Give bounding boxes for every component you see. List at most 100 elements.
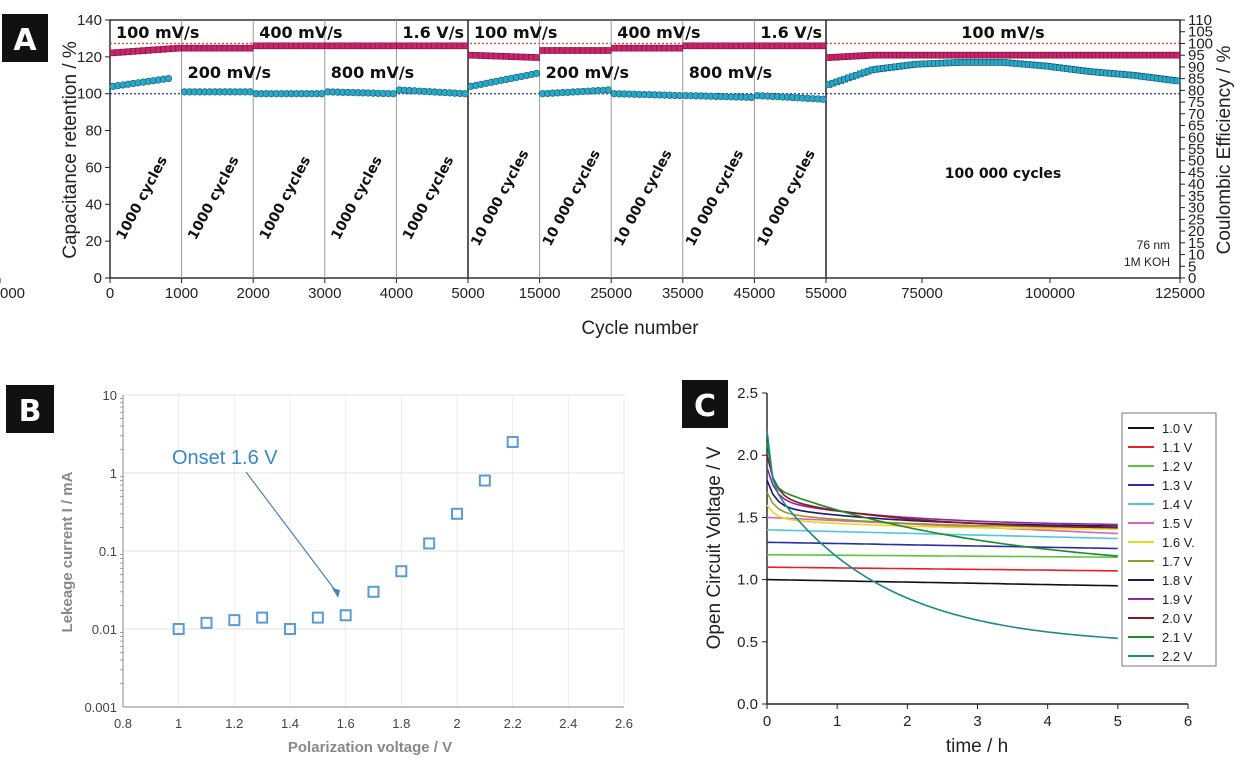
- panel-b-x-tick-label: 0.8: [114, 716, 132, 731]
- retention-point: [819, 95, 827, 103]
- panel-b-y-title: Lekeage current I / mA: [59, 471, 76, 632]
- panel-b-y-tick-label: 10: [103, 388, 117, 403]
- panel-b-chart: 0.001 0.01 0.1 1 10 0.8 1 1.2 1.4 1.6 1.8 2 2.2 2.4 2.…: [59, 388, 633, 756]
- segment-cycles-label: 1000 cycles: [114, 154, 171, 243]
- x-axis-tick-label: 2000: [237, 285, 270, 302]
- panel-c-letter: C: [694, 389, 716, 424]
- panel-b-x-tick-label: 2: [453, 716, 460, 731]
- panel-c-y-title: Open Circuit Voltage / V: [704, 446, 725, 649]
- right-axis-tick-label: 5: [1188, 258, 1196, 275]
- segment-rate-label: 200 mV/s: [546, 63, 629, 82]
- panel-b-y-tick-label: 0.01: [92, 622, 117, 637]
- right-axis-tick-label: 50: [1188, 153, 1205, 170]
- retention-point: [1173, 77, 1181, 85]
- x-axis-tick-label: 3000: [308, 285, 341, 302]
- ocv-series-line: [766, 442, 1118, 557]
- panel-c-y-tick-label: 0.5: [737, 634, 758, 651]
- leakage-point: [367, 585, 380, 598]
- segment-rate-label: 100 mV/s: [116, 23, 199, 42]
- efficiency-point: [748, 42, 755, 50]
- segment-cycles-label: 10 000 cycles: [468, 147, 532, 249]
- efficiency-point: [246, 44, 254, 52]
- segment-cycles-label: 1000 cycles: [185, 154, 242, 243]
- efficiency-point: [1173, 51, 1181, 59]
- legend-label: 2.1 V: [1162, 630, 1193, 645]
- segment-cycles-label: 10 000 cycles: [540, 147, 604, 249]
- right-axis-tick-label: 55: [1188, 141, 1205, 158]
- panel-b-y-tick-label: 1: [110, 466, 117, 481]
- legend-label: 1.5 V: [1162, 516, 1193, 531]
- panel-c-x-tick-label: 2: [903, 713, 911, 730]
- segment-cycles-label: 100 000 cycles: [945, 166, 1062, 182]
- panel-b-x-tick-label: 2.6: [615, 716, 633, 731]
- right-axis-tick-label: 105: [1188, 24, 1213, 41]
- right-axis-tick-label: 75: [1188, 94, 1205, 111]
- legend-label: 1.2 V: [1162, 459, 1193, 474]
- legend-label: 1.8 V: [1162, 573, 1193, 588]
- panel-b-x-tick-label: 1.4: [281, 716, 299, 731]
- sample-annotation-electrolyte: 1M KOH: [1124, 255, 1170, 269]
- segment-rate-label: 800 mV/s: [689, 63, 772, 82]
- ocv-series-line: [766, 516, 1118, 535]
- right-axis-tick-label: 60: [1188, 129, 1205, 146]
- segment-rate-label: 400 mV/s: [617, 23, 700, 42]
- panel-b-x-tick-label: 2.4: [559, 716, 577, 731]
- retention-point: [389, 90, 398, 98]
- legend-label: 1.1 V: [1162, 440, 1193, 455]
- right-axis-tick-label: 45: [1188, 164, 1205, 181]
- right-axis-tick-label: 65: [1188, 118, 1205, 135]
- x-axis-tick-label: 150000: [0, 285, 25, 302]
- segment-rate-label: 100 mV/s: [474, 23, 557, 42]
- right-axis-tick-label: 90: [1188, 59, 1205, 76]
- efficiency-point: [390, 42, 397, 50]
- left-axis-tick-label: 80: [85, 123, 102, 140]
- ocv-series-line: [766, 454, 1118, 529]
- leakage-point: [172, 623, 185, 635]
- ocv-series-line: [767, 566, 1118, 572]
- x-axis-tick-label: 25000: [590, 285, 632, 302]
- left-axis-tick-label: 120: [77, 49, 102, 66]
- retention-point: [164, 74, 173, 83]
- leakage-point: [423, 537, 436, 550]
- legend-label: 2.2 V: [1162, 649, 1193, 664]
- leakage-point: [506, 435, 519, 448]
- x-axis-tick-label: 125000: [1155, 285, 1205, 302]
- left-axis-tick-label: 20: [85, 233, 102, 250]
- right-axis-tick-label: 40: [1188, 176, 1205, 193]
- left-axis-title: Capacitance retention / %: [60, 41, 81, 259]
- ocv-series-line: [766, 553, 1118, 559]
- segment-rate-label: 1.6 V/s: [402, 23, 464, 42]
- onset-arrow-line: [245, 471, 339, 595]
- efficiency-point: [318, 42, 326, 50]
- retention-point: [318, 90, 326, 98]
- ocv-series-line: [766, 504, 1118, 530]
- efficiency-point: [604, 47, 612, 54]
- efficiency-point: [533, 54, 540, 61]
- leakage-point: [284, 623, 296, 635]
- panel-c-x-tick-label: 3: [973, 713, 981, 730]
- panel-b-x-tick-label: 1.6: [337, 716, 355, 731]
- leakage-point: [339, 609, 352, 622]
- panel-c-chart: 0.0 0.5 1.0 1.5 2.0 2.5 0 1 2 3 4 5 6 1.0 V 1.1 V 1.2 V…: [704, 385, 1217, 757]
- right-axis-tick-label: 70: [1188, 106, 1205, 123]
- onset-annotation: Onset 1.6 V: [172, 447, 278, 469]
- segment-cycles-label: 10 000 cycles: [611, 147, 675, 249]
- panel-b-x-tick-label: 2.2: [504, 716, 522, 731]
- panel-c-x-tick-label: 4: [1043, 713, 1051, 730]
- segment-rate-label: 1.6 V/s: [760, 23, 822, 42]
- left-axis-tick-label: 100: [77, 86, 102, 103]
- panel-b-x-tick-label: 1: [175, 716, 182, 731]
- right-axis-tick-label: 85: [1188, 71, 1205, 88]
- x-axis-title: Cycle number: [581, 318, 699, 339]
- panel-c-y-tick-label: 1.5: [737, 509, 758, 526]
- panel-b-y-tick-label: 0.1: [99, 544, 117, 559]
- panel-c-y-tick-label: 2.5: [737, 385, 758, 402]
- panel-c-y-tick-label: 2.0: [737, 447, 758, 464]
- panel-b-x-tick-label: 1.2: [225, 716, 243, 731]
- right-axis-tick-label: 110: [1188, 12, 1212, 29]
- ocv-series-line: [766, 430, 1118, 640]
- right-axis-tick-label: 20: [1188, 223, 1205, 240]
- segment-cycles-label: 1000 cycles: [257, 154, 314, 243]
- segment-rate-label: 800 mV/s: [331, 63, 414, 82]
